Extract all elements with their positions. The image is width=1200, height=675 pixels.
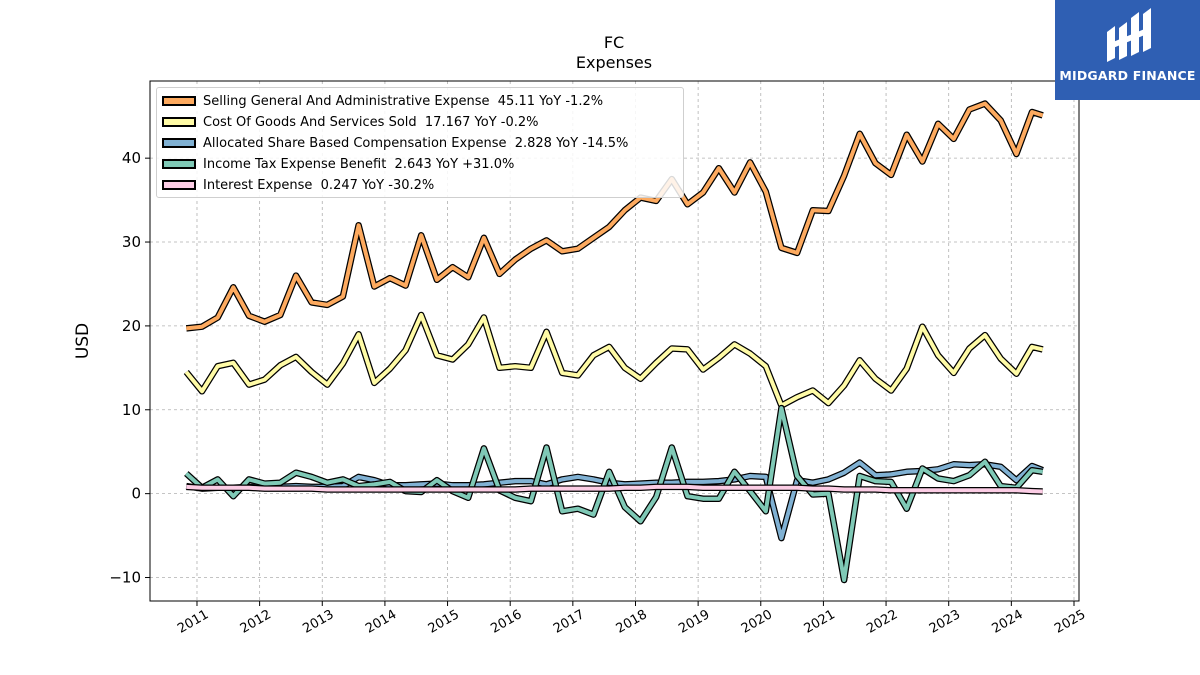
series-lines	[183, 100, 1044, 584]
y-axis-label: USD	[73, 323, 93, 359]
y-tick-label: 0	[131, 485, 141, 503]
x-tick-label: 2011	[175, 607, 211, 637]
legend-item: Income Tax Expense Benefit 2.643 YoY +31…	[162, 154, 514, 174]
x-tick-label: 2020	[739, 607, 775, 637]
legend-label: Income Tax Expense Benefit 2.643 YoY +31…	[203, 156, 515, 172]
x-tick-label: 2022	[864, 607, 900, 637]
brand-logo: MIDGARD FINANCE	[1055, 0, 1200, 100]
x-tick-label: 2016	[488, 607, 524, 637]
x-tick-label: 2017	[551, 607, 587, 637]
legend-swatch	[162, 180, 196, 190]
legend-label: Interest Expense 0.247 YoY -30.2%	[203, 177, 435, 193]
x-tick-label: 2023	[927, 607, 963, 637]
chart-title: FC	[604, 33, 624, 52]
series-line-1	[184, 313, 1044, 408]
midgard-logo-icon	[1107, 8, 1151, 62]
axis-ticks: −10 0 10 20 30 40 2011 2012 2013 2014 2015 2016 2017…	[109, 149, 1088, 637]
series-outline-1	[183, 311, 1044, 409]
series-line-3	[184, 406, 1043, 582]
chart-subtitle: Expenses	[576, 53, 652, 72]
y-tick-label: 20	[122, 317, 141, 335]
legend-swatch	[162, 117, 196, 127]
legend-item: Selling General And Administrative Expen…	[162, 91, 603, 111]
legend-swatch	[162, 138, 196, 148]
plot-frame	[149, 80, 1080, 602]
x-tick-label: 2024	[990, 607, 1026, 637]
legend-item: Interest Expense 0.247 YoY -30.2%	[162, 175, 434, 195]
legend-label: Cost Of Goods And Services Sold 17.167 Y…	[203, 114, 539, 130]
series-line-4	[186, 484, 1043, 494]
y-tick-label: 10	[122, 401, 141, 419]
series-line-0	[186, 101, 1044, 331]
legend-swatch	[162, 159, 196, 169]
brand-name: MIDGARD FINANCE	[1059, 68, 1196, 83]
legend-label: Selling General And Administrative Expen…	[203, 93, 604, 109]
x-tick-label: 2012	[238, 607, 274, 637]
legend-swatch	[162, 96, 196, 106]
y-tick-label: 30	[122, 233, 141, 251]
x-tick-label: 2025	[1052, 607, 1088, 637]
legend: Selling General And Administrative Expen…	[156, 87, 684, 198]
legend-label: Allocated Share Based Compensation Expen…	[203, 135, 629, 151]
x-tick-label: 2019	[676, 607, 712, 637]
x-tick-label: 2018	[614, 607, 650, 637]
x-tick-label: 2021	[802, 607, 838, 637]
legend-item: Cost Of Goods And Services Sold 17.167 Y…	[162, 112, 539, 132]
x-tick-label: 2013	[300, 607, 336, 637]
series-outline-2	[185, 459, 1044, 542]
y-tick-label: 40	[122, 149, 141, 167]
x-tick-label: 2014	[363, 607, 399, 637]
x-tick-label: 2015	[426, 607, 462, 637]
legend-item: Allocated Share Based Compensation Expen…	[162, 133, 628, 153]
y-tick-label: −10	[109, 569, 141, 587]
